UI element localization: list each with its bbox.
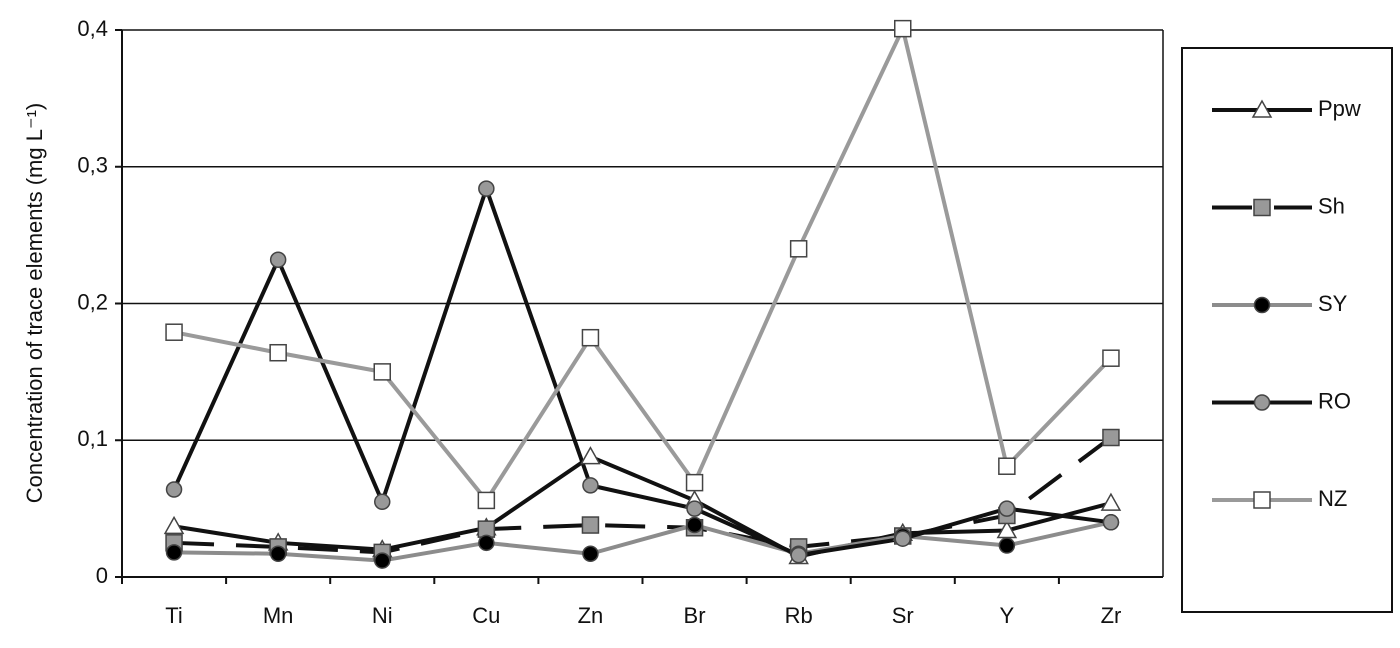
legend-label: NZ <box>1318 486 1347 511</box>
y-tick-label: 0,3 <box>77 153 108 178</box>
data-point <box>1100 492 1122 511</box>
y-axis-title: Concentration of trace elements (mg L⁻¹) <box>22 103 47 503</box>
data-point <box>374 493 391 511</box>
data-point <box>269 545 287 563</box>
x-tick-label: Y <box>1000 603 1015 628</box>
data-point <box>894 19 912 38</box>
legend-marker <box>1251 99 1273 118</box>
series-line <box>173 435 1113 555</box>
data-point <box>581 516 600 534</box>
data-point <box>789 240 808 258</box>
data-point <box>478 534 495 552</box>
data-point <box>998 457 1016 475</box>
data-point <box>580 446 601 465</box>
x-tick-label: Zr <box>1101 603 1122 628</box>
legend-marker <box>1253 198 1271 217</box>
data-point <box>269 251 287 268</box>
data-point <box>163 515 185 535</box>
data-point <box>165 481 183 498</box>
legend-box <box>1181 47 1393 613</box>
data-point <box>269 343 287 362</box>
series-line <box>174 520 1112 563</box>
data-point <box>478 180 495 197</box>
data-point <box>1102 514 1120 531</box>
data-point <box>582 477 599 494</box>
y-tick-label: 0,1 <box>77 426 108 451</box>
data-point <box>1102 428 1120 447</box>
data-point <box>374 552 391 569</box>
legend-label: Ppw <box>1318 96 1361 121</box>
data-point <box>581 328 600 347</box>
x-tick-label: Ni <box>372 603 393 628</box>
legend-marker <box>1253 394 1271 411</box>
data-point <box>686 516 703 534</box>
x-tick-label: Br <box>684 603 706 628</box>
data-point <box>686 500 703 517</box>
data-point <box>165 544 183 561</box>
data-point <box>998 500 1016 517</box>
legend-label: SY <box>1318 291 1348 316</box>
data-point <box>1102 349 1120 367</box>
y-tick-label: 0,4 <box>77 16 108 41</box>
y-tick-label: 0,2 <box>77 289 108 314</box>
x-tick-label: Rb <box>785 603 813 628</box>
legend-label: RO <box>1318 388 1351 413</box>
data-point <box>373 363 391 381</box>
legend-marker <box>1253 491 1271 509</box>
x-tick-label: Sr <box>892 603 914 628</box>
data-point <box>894 530 911 547</box>
y-tick-label: 0 <box>96 563 108 588</box>
x-tick-label: Cu <box>472 603 500 628</box>
series-line <box>173 454 1112 559</box>
series-line <box>173 26 1113 503</box>
data-point <box>477 491 496 510</box>
data-point <box>790 546 807 564</box>
legend-label: Sh <box>1318 193 1345 218</box>
x-tick-label: Mn <box>263 603 294 628</box>
data-point <box>998 537 1016 554</box>
legend-marker <box>1253 296 1271 314</box>
series-line <box>172 186 1112 558</box>
x-tick-label: Zn <box>578 603 604 628</box>
data-point <box>685 473 704 492</box>
data-point <box>165 323 183 341</box>
x-tick-label: Ti <box>165 603 183 628</box>
data-point <box>582 545 599 563</box>
